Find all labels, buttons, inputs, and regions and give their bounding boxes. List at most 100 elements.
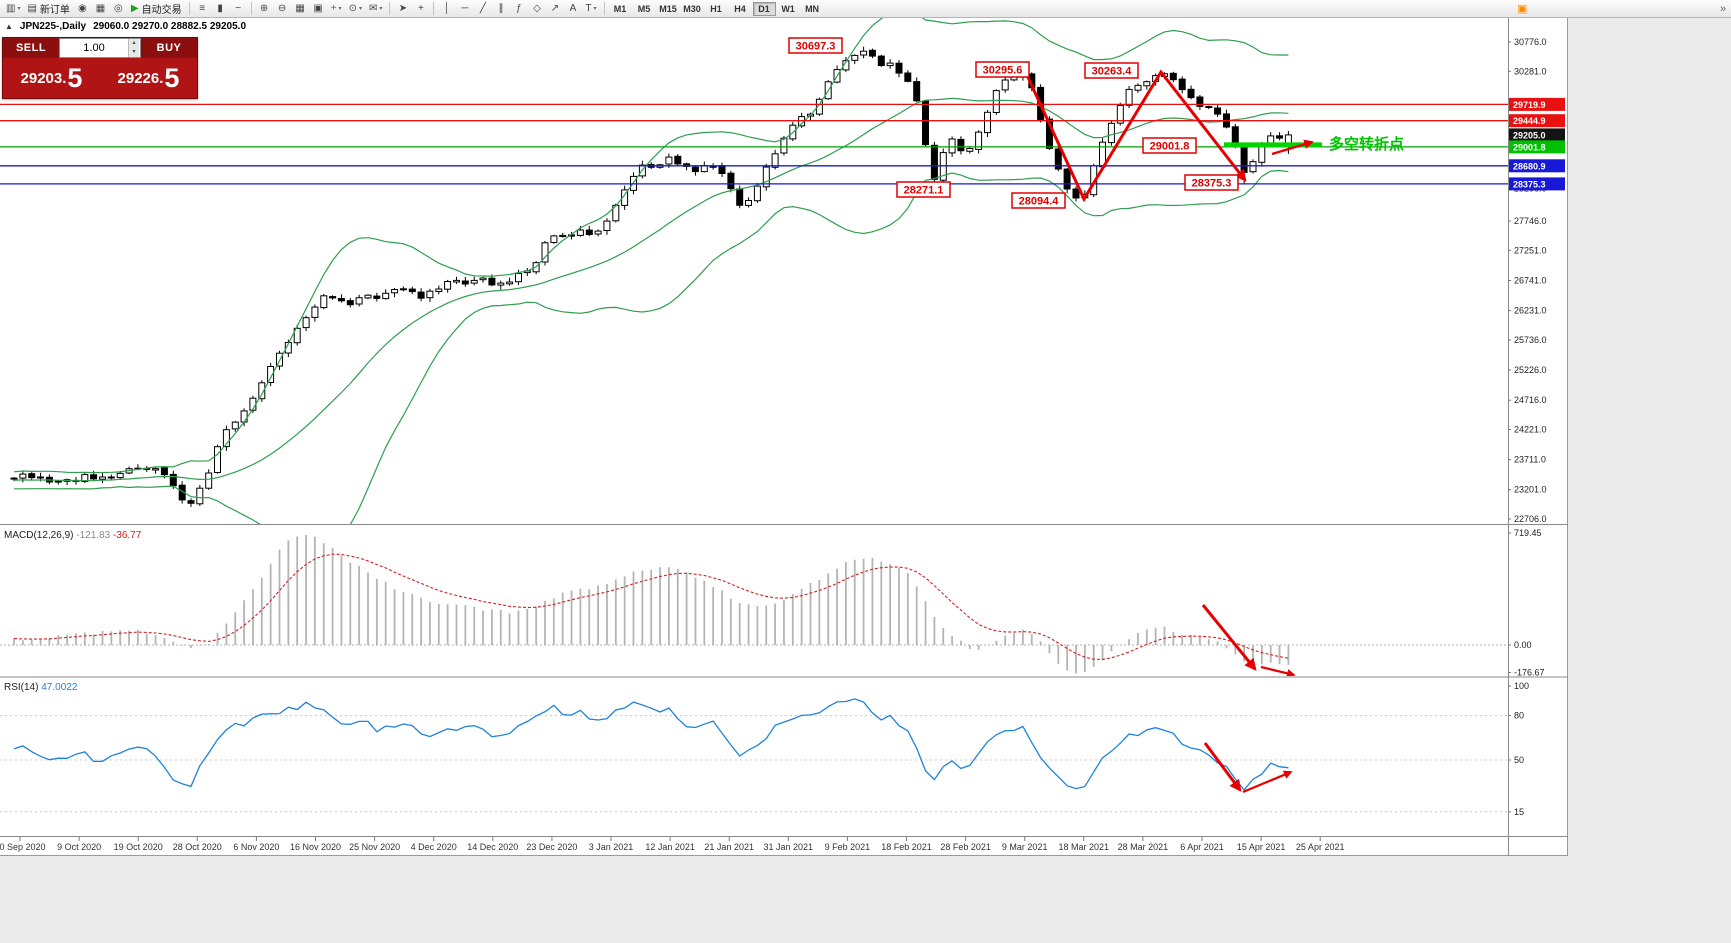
text-label-tool-icon[interactable]: T ▾ bbox=[582, 1, 599, 16]
panel-collapse-icon[interactable]: ▲ bbox=[5, 22, 13, 31]
spinner-up-icon[interactable]: ▴ bbox=[132, 40, 136, 46]
arrow-tool-icon[interactable]: ↗ bbox=[546, 1, 563, 16]
refresh-icon: ◎ bbox=[114, 2, 123, 14]
bear-candle bbox=[28, 473, 36, 479]
price-callout-box[interactable] bbox=[788, 37, 843, 54]
spinner-down-icon[interactable]: ▾ bbox=[132, 49, 136, 55]
price-callout-box[interactable] bbox=[1084, 62, 1139, 79]
chart-ohlc-line: ▲ JPN225-,Daily 29060.0 29270.0 28882.5 … bbox=[5, 21, 246, 32]
toolbar-separator bbox=[603, 2, 605, 15]
toolbar-options-icon[interactable]: » bbox=[1720, 2, 1727, 15]
shapes-tool-icon[interactable]: ◇ bbox=[528, 1, 545, 16]
candlestick-mode-icon[interactable]: ▮ bbox=[212, 1, 229, 16]
buy-button[interactable]: BUY bbox=[141, 38, 197, 58]
crosshair-tool-icon[interactable]: + bbox=[412, 1, 429, 16]
price-callout-text: 28094.4 bbox=[1019, 196, 1060, 208]
add-indicator-icon[interactable]: + ▾ bbox=[328, 1, 345, 16]
bear-candle bbox=[37, 476, 44, 479]
horizontal-line-tool-icon[interactable]: ─ bbox=[456, 1, 473, 16]
time-label: 14 Dec 2020 bbox=[467, 842, 518, 852]
trend-arrow[interactable] bbox=[1271, 139, 1314, 156]
timeframe-menu-icon[interactable]: ⊙ ▾ bbox=[346, 1, 365, 16]
bear-candle bbox=[1169, 72, 1177, 81]
timeframe-button-h4[interactable]: H4 bbox=[734, 3, 746, 14]
trend-arrow[interactable] bbox=[1024, 69, 1247, 203]
bull-candle bbox=[240, 410, 248, 423]
bull-candle bbox=[621, 189, 629, 206]
macd-axis-label: 719.45 bbox=[1514, 528, 1542, 538]
time-label: 25 Apr 2021 bbox=[1296, 842, 1345, 852]
sell-price[interactable]: 29203. 5 bbox=[3, 58, 100, 98]
ohlc-values: 29060.0 29270.0 28882.5 29205.0 bbox=[93, 21, 247, 32]
price-axis-marker-text: 29001.8 bbox=[1513, 142, 1546, 152]
volume-input[interactable] bbox=[60, 39, 140, 57]
promo-icon[interactable]: ▣ bbox=[1517, 3, 1528, 15]
rsi-annotation-arrow[interactable] bbox=[1203, 742, 1242, 792]
vertical-line-tool-icon[interactable]: │ bbox=[438, 1, 455, 16]
sell-button[interactable]: SELL bbox=[3, 38, 59, 58]
price-axis-label: 26231.0 bbox=[1514, 306, 1547, 316]
price-callout-box[interactable] bbox=[1142, 137, 1197, 154]
buy-price-main: 29226. bbox=[117, 69, 164, 87]
timeframe-button-m15[interactable]: M15 bbox=[659, 3, 677, 14]
bear-candle bbox=[187, 500, 195, 504]
template-menu-icon[interactable]: ✉ ▾ bbox=[366, 1, 385, 16]
timeframe-button-m5[interactable]: M5 bbox=[637, 3, 651, 14]
rsi-annotation-arrow[interactable] bbox=[1242, 770, 1293, 794]
fibonacci-tool-icon[interactable]: ƒ bbox=[510, 1, 527, 16]
price-callout-box[interactable] bbox=[1184, 174, 1239, 191]
ohlc-bars-icon[interactable]: ≡ bbox=[194, 1, 211, 16]
trendline-tool-icon[interactable]: ╱ bbox=[474, 1, 491, 16]
bull-candle bbox=[231, 421, 239, 430]
new-order-button[interactable]: ▤ 新订单 bbox=[24, 1, 72, 16]
price-axis-label: 23201.0 bbox=[1514, 485, 1547, 495]
price-axis-label: 24716.0 bbox=[1514, 395, 1547, 405]
bull-candle bbox=[444, 281, 452, 290]
price-callout-box[interactable] bbox=[896, 181, 951, 198]
dropdown-caret-icon: ▾ bbox=[359, 6, 363, 12]
price-callout-box[interactable] bbox=[1011, 192, 1066, 209]
bull-candle bbox=[497, 282, 505, 286]
candlestick-mode-icon: ▮ bbox=[217, 2, 223, 14]
tile-windows-icon[interactable]: ▦ bbox=[292, 1, 309, 16]
macd-annotation-arrow[interactable] bbox=[1201, 604, 1257, 671]
time-label: 12 Jan 2021 bbox=[645, 842, 695, 852]
price-callout-box[interactable] bbox=[975, 61, 1030, 78]
new-chart-icon[interactable]: ▥ ▾ bbox=[3, 1, 23, 16]
sound-alert-icon[interactable]: ◉ bbox=[74, 1, 91, 16]
timeframe-button-w1[interactable]: W1 bbox=[781, 3, 795, 14]
text-tool-icon[interactable]: A bbox=[564, 1, 581, 16]
timeframe-button-mn[interactable]: MN bbox=[805, 3, 820, 14]
timeframe-button-d1[interactable]: D1 bbox=[752, 1, 776, 16]
bear-candle bbox=[1178, 78, 1186, 91]
timeframe-button-m1[interactable]: M1 bbox=[613, 3, 627, 14]
price-axis-label: 27746.0 bbox=[1514, 216, 1547, 226]
zoom-out-icon: ⊖ bbox=[277, 2, 287, 14]
time-label: 18 Feb 2021 bbox=[881, 842, 932, 852]
bull-candle bbox=[771, 153, 779, 168]
timeframe-button-m30[interactable]: M30 bbox=[683, 3, 701, 14]
chart-canvas[interactable]: 30697.3 30295.6 30263.4 29001.8 28271.1 28094… bbox=[0, 18, 1568, 856]
cascade-windows-icon[interactable]: ▣ bbox=[310, 1, 327, 16]
time-label: 16 Nov 2020 bbox=[290, 842, 341, 852]
volume-spinner[interactable]: ▴ ▾ bbox=[128, 39, 139, 57]
time-label: 9 Feb 2021 bbox=[825, 842, 871, 852]
buy-price[interactable]: 29226. 5 bbox=[100, 58, 197, 98]
time-label: 15 Apr 2021 bbox=[1237, 842, 1286, 852]
zoom-out-icon[interactable]: ⊖ bbox=[274, 1, 291, 16]
channel-tool-icon[interactable]: ∥ bbox=[492, 1, 509, 16]
zoom-in-icon[interactable]: ⊕ bbox=[256, 1, 273, 16]
bull-candle bbox=[984, 111, 991, 134]
bear-candle bbox=[691, 166, 699, 173]
autotrading-button[interactable]: ▶ 自动交易 bbox=[128, 1, 185, 16]
bear-candle bbox=[930, 144, 938, 180]
macd-annotation-arrow[interactable] bbox=[1260, 665, 1296, 676]
line-chart-icon[interactable]: ~ bbox=[230, 1, 247, 16]
cursor-tool-icon[interactable]: ➤ bbox=[394, 1, 411, 16]
new-order-button: ▤ bbox=[27, 2, 37, 14]
timeframe-button-h1[interactable]: H1 bbox=[710, 3, 722, 14]
text-tool-icon: A bbox=[569, 2, 577, 14]
price-axis-label: 27251.0 bbox=[1514, 245, 1547, 255]
refresh-icon[interactable]: ◎ bbox=[110, 1, 127, 16]
history-center-icon[interactable]: ▦ bbox=[92, 1, 109, 16]
